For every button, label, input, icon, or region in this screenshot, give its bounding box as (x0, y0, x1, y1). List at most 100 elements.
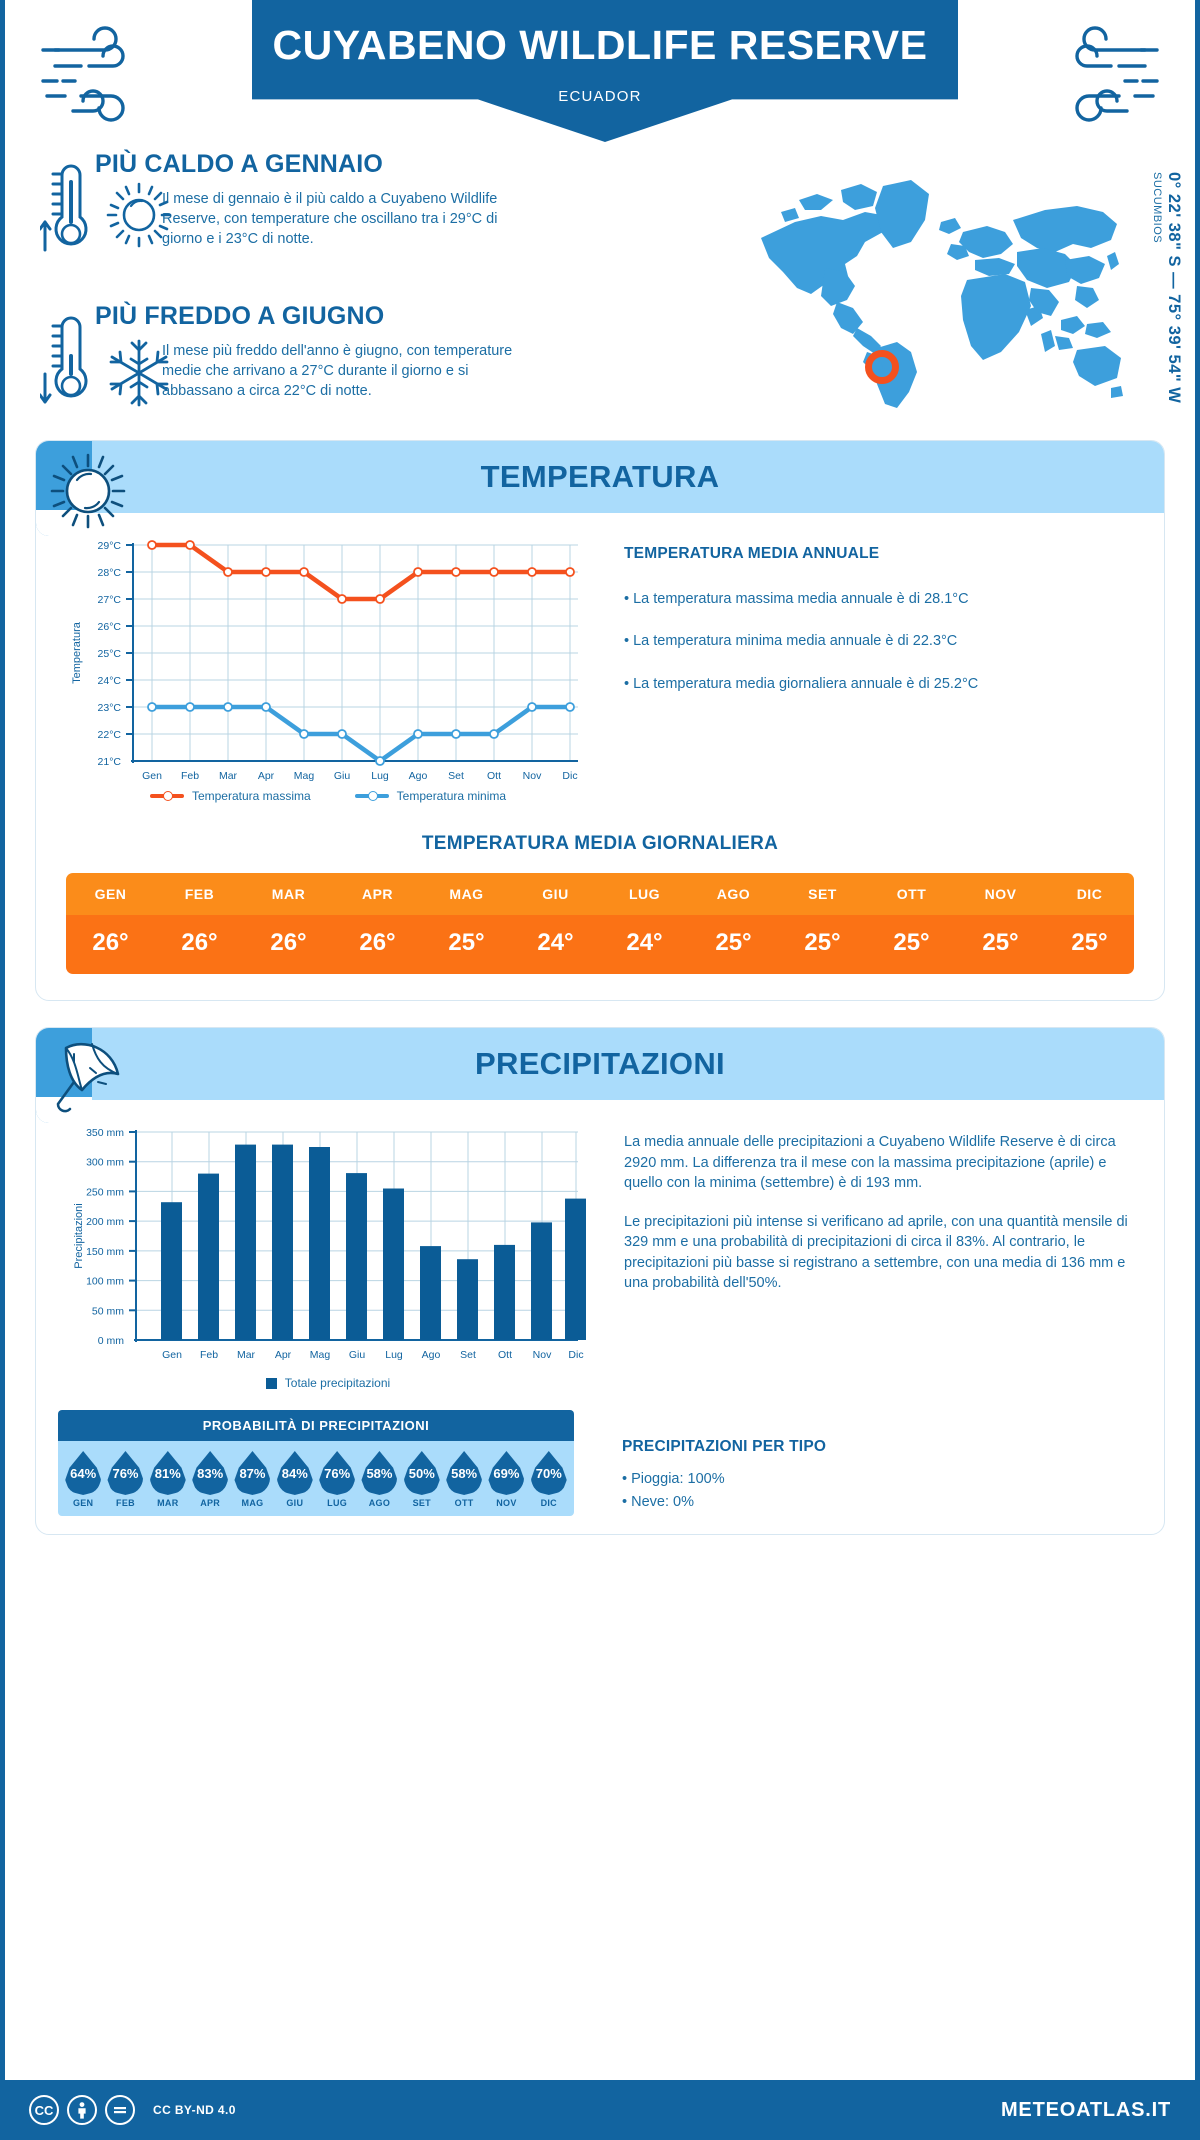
hottest-body: Il mese di gennaio è il più caldo a Cuya… (162, 191, 498, 247)
probability-month: DIC (540, 1498, 557, 1508)
temperature-section-header: TEMPERATURA (36, 441, 1164, 536)
table-cell: 25° (982, 929, 1019, 956)
table-cell: 25° (1071, 929, 1108, 956)
svg-text:Dic: Dic (562, 770, 577, 781)
water-drop-icon: 50% (403, 1451, 440, 1495)
probability-item: 58% AGO (360, 1451, 398, 1508)
probability-item: 50% SET (403, 1451, 441, 1508)
table-col-header: GEN (94, 886, 127, 902)
svg-text:100 mm: 100 mm (86, 1276, 124, 1288)
water-drop-icon: 81% (149, 1451, 186, 1495)
nd-icon (105, 2095, 135, 2125)
probability-month: LUG (327, 1498, 348, 1508)
svg-text:Set: Set (448, 770, 464, 781)
temperature-summary: TEMPERATURA MEDIA ANNUALE • La temperatu… (598, 531, 1142, 807)
svg-text:Precipitazioni: Precipitazioni (73, 1203, 85, 1268)
table-cell: 26° (181, 929, 218, 956)
coldest-heading: PIÙ FREDDO A GIUGNO (95, 302, 385, 330)
table-cell: 24° (537, 929, 574, 956)
precipitation-legend: Totale precipitazioni (58, 1368, 598, 1394)
country-subtitle: ECUADOR (558, 88, 642, 105)
legend-swatch-total (265, 1377, 277, 1389)
table-row: 26° 26° 26° 26° 25° 24° 24° 25° 25° 25° … (66, 915, 1134, 974)
license-group: CC CC BY-ND 4.0 (29, 2095, 236, 2125)
license-label: CC BY-ND 4.0 (153, 2103, 236, 2117)
svg-text:Mag: Mag (294, 770, 315, 781)
svg-text:Ago: Ago (422, 1349, 441, 1361)
legend-item-total: Totale precipitazioni (265, 1376, 391, 1390)
legend-label-total: Totale precipitazioni (284, 1376, 391, 1390)
annual-mean-bullet: • La temperatura media giornaliera annua… (624, 675, 979, 692)
table-col-header: OTT (896, 886, 927, 902)
svg-text:350 mm: 350 mm (86, 1127, 124, 1139)
probability-row: 64% GEN 76% FEB 81% MAR 83% APR (58, 1441, 574, 1516)
svg-text:Temperatura: Temperatura (71, 621, 83, 684)
temperature-chart-row: 29°C 28°C 27°C 26°C 25°C 24°C 23°C 22°C … (36, 513, 1164, 817)
legend-label-min: Temperatura minima (396, 789, 507, 803)
svg-text:28°C: 28°C (98, 567, 122, 579)
svg-text:300 mm: 300 mm (86, 1157, 124, 1169)
probability-title: PROBABILITÀ DI PRECIPITAZIONI (58, 1410, 574, 1441)
probability-item: 70% DIC (530, 1451, 568, 1508)
table-col-header: GIU (542, 886, 569, 902)
header: CUYABENO WILDLIFE RESERVE ECUADOR (5, 0, 1195, 150)
annual-max-bullet: • La temperatura massima media annuale è… (624, 591, 969, 607)
table-col-header: LUG (628, 886, 661, 902)
probability-month: OTT (454, 1498, 474, 1508)
svg-text:25°C: 25°C (98, 648, 122, 660)
svg-text:150 mm: 150 mm (86, 1246, 124, 1258)
water-drop-icon: 76% (107, 1451, 144, 1495)
table-cell: 25° (715, 929, 752, 956)
svg-text:Gen: Gen (162, 1349, 182, 1361)
thermometer-up-icon (40, 154, 98, 264)
brand-label: METEOATLAS.IT (1000, 2098, 1171, 2121)
precipitation-summary: La media annuale delle precipitazioni a … (598, 1118, 1142, 1394)
svg-text:50 mm: 50 mm (92, 1305, 124, 1317)
svg-text:250 mm: 250 mm (86, 1186, 124, 1198)
water-drop-icon: 64% (65, 1451, 102, 1495)
svg-text:Lug: Lug (385, 1349, 403, 1361)
table-cell: 25° (804, 929, 841, 956)
annual-temp-title: TEMPERATURA MEDIA ANNUALE (624, 545, 880, 562)
table-col-header: DIC (1076, 886, 1103, 902)
extremes-section: PIÙ CALDO A GENNAIO Il mese di gennaio è… (5, 150, 1195, 440)
sun-icon (44, 447, 132, 535)
temperature-card: TEMPERATURA (35, 440, 1165, 1001)
svg-text:Mar: Mar (237, 1349, 256, 1361)
table-col-header: NOV (984, 886, 1017, 902)
legend-swatch-max (149, 791, 184, 801)
table-cell: 25° (448, 929, 485, 956)
precip-type-rain: • Pioggia: 100% (622, 1471, 725, 1487)
probability-month: MAR (157, 1498, 179, 1508)
table-cell: 26° (270, 929, 307, 956)
svg-text:24°C: 24°C (98, 675, 122, 687)
probability-month: GEN (72, 1498, 94, 1508)
table-col-header: APR (361, 886, 394, 902)
svg-text:26°C: 26°C (98, 621, 122, 633)
precipitation-type-block: PRECIPITAZIONI PER TIPO • Pioggia: 100% … (596, 1404, 826, 1534)
temperature-legend: Temperatura massima Temperatura minima (58, 781, 598, 807)
legend-item-min: Temperatura minima (354, 789, 507, 803)
svg-text:Ott: Ott (498, 1349, 512, 1361)
probability-item: 76% LUG (318, 1451, 356, 1508)
coldest-block: PIÙ FREDDO A GIUGNO Il mese più freddo d… (40, 302, 1160, 452)
legend-label-max: Temperatura massima (191, 789, 311, 803)
svg-text:200 mm: 200 mm (86, 1216, 124, 1228)
probability-month: APR (200, 1498, 221, 1508)
probability-item: 76% FEB (106, 1451, 144, 1508)
hottest-heading: PIÙ CALDO A GENNAIO (95, 150, 384, 178)
svg-text:Nov: Nov (533, 1349, 552, 1361)
probability-month: GIU (286, 1498, 304, 1508)
water-drop-icon: 58% (446, 1451, 483, 1495)
table-col-header: MAG (449, 886, 484, 902)
cc-icon: CC (29, 2095, 59, 2125)
wind-icon-right (1052, 18, 1167, 123)
precipitation-title: PRECIPITAZIONI (475, 1046, 725, 1081)
annual-min-bullet: • La temperatura minima media annuale è … (624, 633, 958, 650)
daily-temperature-table: GEN FEB MAR APR MAG GIU LUG AGO SET OTT … (66, 873, 1134, 974)
svg-text:0 mm: 0 mm (98, 1335, 125, 1347)
svg-text:23°C: 23°C (98, 702, 122, 714)
svg-text:22°C: 22°C (98, 729, 122, 741)
probability-item: 87% MAG (233, 1451, 271, 1508)
